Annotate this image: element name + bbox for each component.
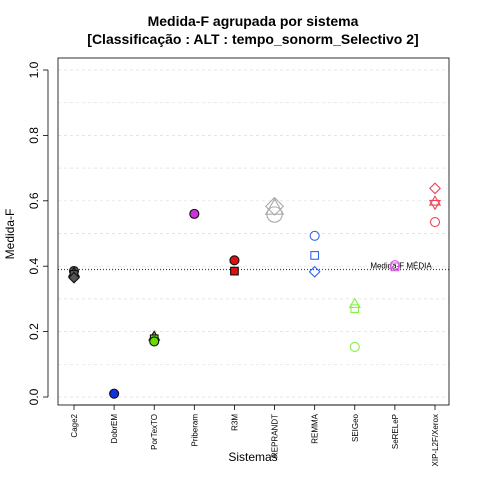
data-point [68,271,80,284]
y-tick-label: 0.6 [27,192,41,209]
data-point [348,297,361,308]
x-tick-label: SeRELeP [391,414,400,449]
data-point [266,206,283,223]
y-tick-label: 0.0 [27,388,41,405]
data-point [308,265,321,278]
y-tick-label: 0.2 [27,323,41,340]
data-point [264,196,285,216]
data-point [310,251,320,260]
data-point [429,217,441,228]
data-point [390,262,400,272]
data-point [350,304,360,314]
reference-line-label: Medida-F MÉDIA [370,261,432,270]
chart-subtitle: [Classificação : ALT : tempo_sonorm_Sele… [87,31,418,47]
x-axis: Cage2 DobrEM PorTexTO Priberam R3M REPRANDT RE… [70,404,440,466]
data-point [109,388,120,399]
reference-line-group: Medida-F MÉDIA [58,261,449,270]
data-point [229,255,240,266]
x-tick-label: PorTexTO [150,414,159,450]
gridlines [58,69,449,398]
data-point [389,260,400,271]
data-point [189,208,200,219]
x-tick-label: REPRANDT [271,414,280,458]
chart-title: Medida-F agrupada por sistema [148,13,359,29]
data-point [264,198,285,215]
data-point [309,230,320,241]
data-point [429,182,441,195]
data-point [149,336,160,347]
data-points [67,182,442,399]
x-axis-label: Sistemas [228,450,277,464]
y-axis: 0.0 0.2 0.4 0.6 0.8 1.0 [27,61,49,405]
y-tick-label: 1.0 [27,61,41,78]
x-tick-label: Cage2 [70,413,79,437]
x-tick-label: REMMA [311,413,320,443]
x-tick-label: SEIGeo [351,413,360,442]
x-tick-label: XIP-L2F/Xerox [431,414,440,466]
x-tick-label: DobrEM [110,414,119,444]
x-tick-label: Priberam [190,414,199,447]
y-tick-label: 0.4 [27,258,41,275]
plot-border [57,57,450,406]
x-tick-label: R3M [230,414,239,431]
data-point [349,341,360,353]
y-axis-label: Medida-F [3,209,17,260]
y-tick-label: 0.8 [27,127,41,144]
data-point [230,266,239,276]
data-point [428,199,442,211]
